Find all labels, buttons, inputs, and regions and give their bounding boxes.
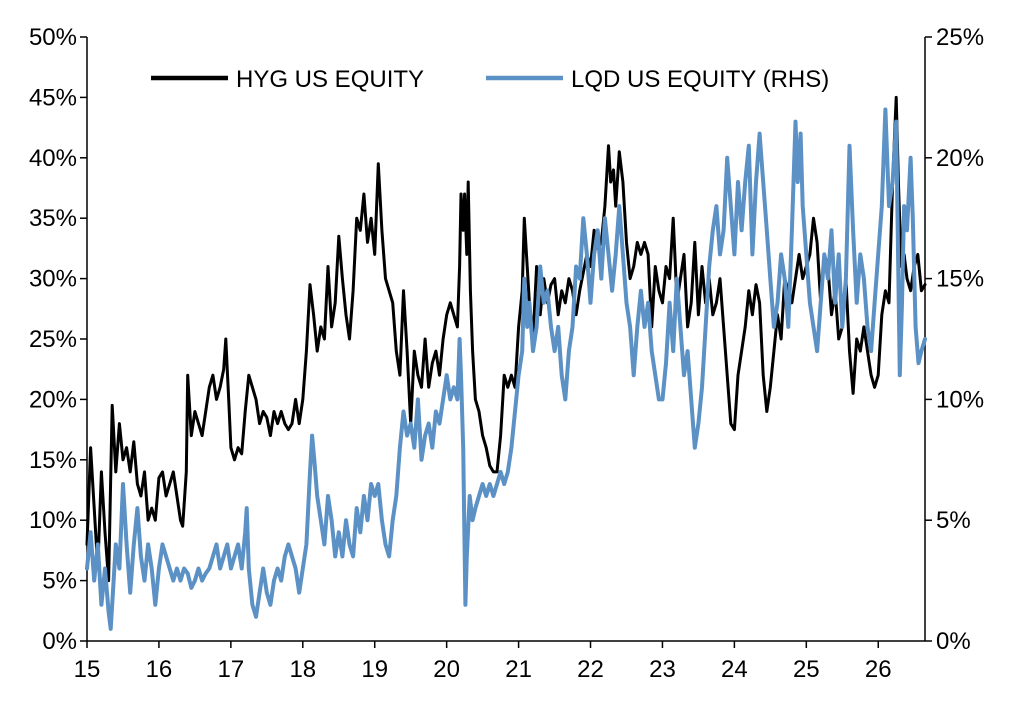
legend-label-lqd: LQD US EQUITY (RHS) — [571, 66, 829, 93]
right-y-tick-label: 20% — [936, 145, 984, 172]
left-y-tick-label: 50% — [29, 24, 77, 51]
series-line-hyg — [85, 95, 927, 583]
left-y-tick-label: 5% — [42, 568, 77, 595]
x-tick-label: 19 — [361, 656, 388, 683]
left-y-tick-group: 0% 5% 10% 15% 20% 25% 30% 35% 40% 45% 50% — [29, 24, 87, 655]
x-tick-group: 15 16 17 18 19 20 21 22 23 24 25 26 — [74, 641, 892, 683]
x-tick-label: 16 — [146, 656, 173, 683]
left-y-tick-label: 10% — [29, 507, 77, 534]
x-tick-label: 20 — [433, 656, 460, 683]
left-y-tick-label: 30% — [29, 266, 77, 293]
series-line-lqd — [85, 107, 927, 631]
left-y-tick-label: 45% — [29, 84, 77, 111]
left-y-tick-label: 0% — [42, 628, 77, 655]
legend: HYG US EQUITY LQD US EQUITY (RHS) — [151, 66, 829, 93]
x-tick-label: 24 — [721, 656, 748, 683]
right-y-tick-label: 15% — [936, 266, 984, 293]
right-y-tick-label: 0% — [936, 628, 971, 655]
x-tick-label: 23 — [649, 656, 676, 683]
left-y-tick-label: 40% — [29, 145, 77, 172]
left-y-tick-label: 25% — [29, 326, 77, 353]
left-y-tick-label: 35% — [29, 205, 77, 232]
x-tick-label: 15 — [74, 656, 101, 683]
right-y-tick-group: 0% 5% 10% 15% 20% 25% — [925, 24, 984, 655]
x-tick-label: 25 — [793, 656, 820, 683]
x-tick-label: 26 — [865, 656, 892, 683]
left-y-tick-label: 15% — [29, 447, 77, 474]
x-tick-label: 22 — [577, 656, 604, 683]
right-y-tick-label: 25% — [936, 24, 984, 51]
left-y-tick-label: 20% — [29, 386, 77, 413]
x-tick-label: 17 — [218, 656, 245, 683]
x-tick-label: 21 — [505, 656, 532, 683]
right-y-tick-label: 5% — [936, 507, 971, 534]
x-tick-label: 18 — [289, 656, 316, 683]
legend-label-hyg: HYG US EQUITY — [236, 66, 424, 93]
right-y-tick-label: 10% — [936, 386, 984, 413]
series-group — [85, 95, 927, 631]
